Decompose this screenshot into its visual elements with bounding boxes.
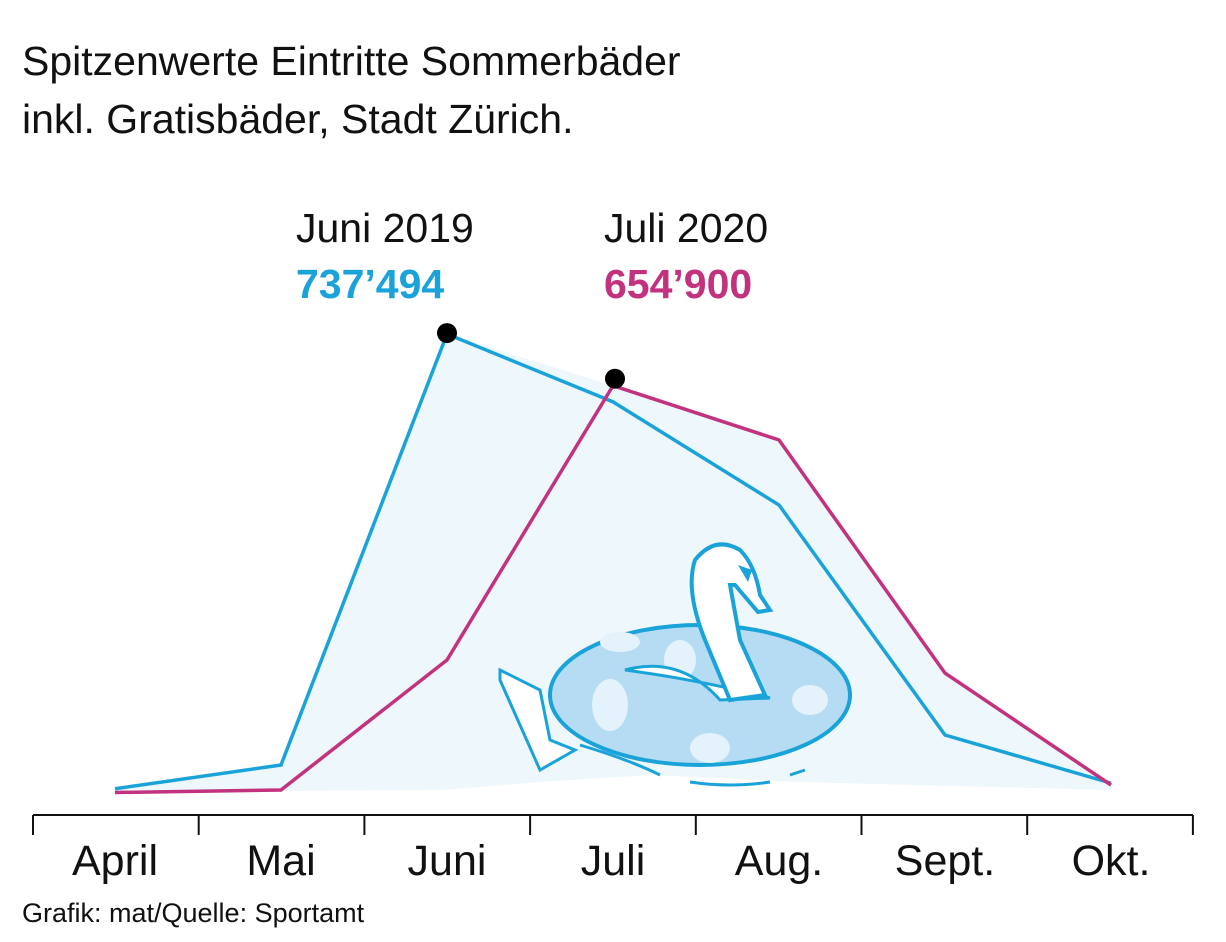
x-tick-label-2: Juni: [408, 837, 487, 885]
area-fill: [115, 334, 1111, 792]
x-axis: April Mai Juni Juli Aug. Sept. Okt.: [32, 814, 1194, 885]
swan-float-illustration: [498, 542, 852, 787]
annotation-2019-label: Juni 2019: [296, 205, 474, 251]
annotation-2020-label: Juli 2020: [604, 205, 769, 251]
annotation-2020: Juli 2020 654’900: [604, 200, 768, 312]
peak-marker-2019: [437, 323, 457, 344]
x-tick-label-0: April: [72, 837, 158, 885]
source-footer: Grafik: mat/Quelle: Sportamt: [22, 898, 365, 928]
annotation-2019: Juni 2019 737’494: [296, 200, 474, 312]
x-tick-label-5: Sept.: [895, 837, 995, 885]
title-line-1: Spitzenwerte Eintritte Sommerbäder: [22, 38, 681, 84]
chart-title: Spitzenwerte Eintritte Sommerbäder inkl.…: [22, 32, 681, 148]
x-tick-label-6: Okt.: [1072, 837, 1151, 885]
x-tick-label-1: Mai: [246, 837, 315, 885]
x-tick-label-3: Juli: [581, 837, 646, 885]
annotation-2020-value: 654’900: [604, 261, 753, 307]
x-tick-label-4: Aug.: [735, 837, 823, 885]
title-line-2: inkl. Gratisbäder, Stadt Zürich.: [22, 96, 574, 142]
annotation-2019-value: 737’494: [296, 261, 445, 307]
peak-marker-2020: [605, 368, 625, 389]
